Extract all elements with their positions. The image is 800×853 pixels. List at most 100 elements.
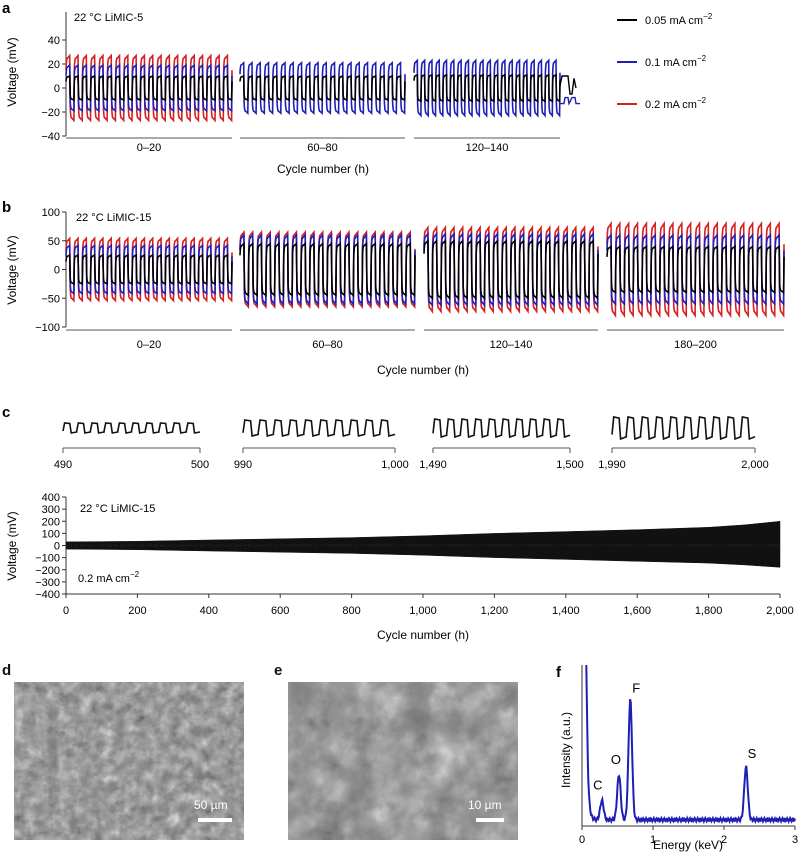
traces-a xyxy=(65,53,580,123)
peak-label-C: C xyxy=(593,778,602,793)
trace-a-0 xyxy=(65,63,233,113)
panel-c: c 490 500 990 1,000 1,490 1,500 1,990 2,000 22 … xyxy=(2,404,794,642)
xtick-label: 2,000 xyxy=(766,605,794,617)
legend-label-1: 0.1 mA cm−2 xyxy=(645,54,707,69)
peak-label-O: O xyxy=(611,752,621,767)
segment-label: 180–200 xyxy=(674,339,717,351)
xtick-label: 800 xyxy=(342,605,360,617)
panel-letter-c: c xyxy=(2,404,10,421)
legend: 0.05 mA cm−2 0.1 mA cm−2 0.2 mA cm−2 xyxy=(617,12,713,111)
inset-trace-3 xyxy=(611,416,756,441)
segment-axis-a: 0–20 60–80 120–140 xyxy=(66,137,560,154)
yticks-b: 100 50 0 −50 −100 xyxy=(35,207,66,334)
ytick-label: 100 xyxy=(42,207,60,219)
xticks-f: 0 1 2 3 xyxy=(579,826,798,846)
trace-a-2 xyxy=(413,73,561,103)
inset-end-label-1: 1,000 xyxy=(381,459,409,471)
xlabel-a: Cycle number (h) xyxy=(277,162,369,176)
panel-letter-b: b xyxy=(2,199,11,216)
segment-axis-b: 0–20 60–80 120–140 180–200 xyxy=(66,329,784,351)
legend-label-2: 0.2 mA cm−2 xyxy=(645,96,707,111)
ytick-label: 400 xyxy=(42,492,60,504)
annotation-a: 22 °C LiMIC-5 xyxy=(74,12,143,24)
scale-label-d: 50 µm xyxy=(194,798,228,812)
yticks-a: 40 20 0 −20 −40 xyxy=(41,35,66,143)
ytick-label: 50 xyxy=(48,236,60,248)
peak-label-S: S xyxy=(748,746,757,761)
xtick-label: 1,600 xyxy=(623,605,651,617)
ytick-label: 0 xyxy=(54,83,60,95)
segment-label: 0–20 xyxy=(137,142,161,154)
segment-label: 60–80 xyxy=(312,339,343,351)
annotation-b: 22 °C LiMIC-15 xyxy=(76,212,151,224)
inset-trace-2 xyxy=(432,418,571,439)
trace-a-tail xyxy=(559,75,577,95)
trace-b-3 xyxy=(606,244,785,295)
panel-letter-a: a xyxy=(2,0,11,17)
segment-label: 120–140 xyxy=(490,339,533,351)
inset-start-label-2: 1,490 xyxy=(419,459,447,471)
legend-label-0: 0.05 mA cm−2 xyxy=(645,12,713,27)
ytick-label: −40 xyxy=(41,131,60,143)
xtick-label: 600 xyxy=(271,605,289,617)
panel-f: f Intensity (a.u.) 0 1 2 3 CO F S Energy (keV… xyxy=(556,664,798,852)
ytick-label: 200 xyxy=(42,516,60,528)
inset-start-label-0: 490 xyxy=(54,459,72,471)
peak-label-F: F xyxy=(632,680,640,695)
ytick-label: 20 xyxy=(48,59,60,71)
inset-start-label-3: 1,990 xyxy=(598,459,626,471)
ylabel-b: Voltage (mV) xyxy=(5,235,19,304)
xtick-label: 0 xyxy=(63,605,69,617)
ytick-label: −300 xyxy=(35,577,60,589)
ylabel-a: Voltage (mV) xyxy=(5,37,19,106)
insets-c: 490 500 990 1,000 1,490 1,500 1,990 2,000 xyxy=(54,416,769,471)
xtick-label: 3 xyxy=(792,834,798,846)
xlabel-b: Cycle number (h) xyxy=(377,363,469,377)
trace-a-2 xyxy=(413,58,561,118)
xtick-label: 1,000 xyxy=(409,605,437,617)
long-cycling-oscillation xyxy=(65,544,781,547)
trace-b-1 xyxy=(239,241,416,298)
scale-bar-e xyxy=(476,818,504,822)
xtick-label: 1,400 xyxy=(552,605,580,617)
trace-a-1 xyxy=(239,74,406,102)
trace-b-0 xyxy=(65,253,233,286)
panel-letter-d: d xyxy=(2,662,12,679)
trace-b-2 xyxy=(423,238,599,301)
xtick-label: 1,200 xyxy=(481,605,509,617)
ytick-label: −100 xyxy=(35,322,60,334)
sem-image-e: 10 µm xyxy=(288,682,518,840)
sem-texture-d xyxy=(14,682,244,840)
inset-end-label-3: 2,000 xyxy=(741,459,769,471)
ytick-label: 300 xyxy=(42,504,60,516)
xlabel-f: Energy (keV) xyxy=(653,838,723,852)
ylabel-f: Intensity (a.u.) xyxy=(559,712,573,788)
inset-end-label-2: 1,500 xyxy=(556,459,584,471)
peak-labels: CO F S xyxy=(593,680,756,792)
ytick-label: −400 xyxy=(35,589,60,601)
segment-label: 60–80 xyxy=(307,142,338,154)
xlabel-c: Cycle number (h) xyxy=(377,628,469,642)
ytick-label: −50 xyxy=(41,293,60,305)
xtick-label: 1 xyxy=(650,834,656,846)
inset-trace-0 xyxy=(62,422,201,434)
ytick-label: −200 xyxy=(35,565,60,577)
trace-a-0 xyxy=(65,74,233,102)
xtick-label: 400 xyxy=(200,605,218,617)
xticks-c: 0 200 400 600 800 1,000 1,200 1,400 1,600 1,800 2,… xyxy=(63,594,794,617)
panel-a: a 22 °C LiMIC-5 Voltage (mV) 40 20 0 −20 −40… xyxy=(2,0,580,176)
scale-label-e: 10 µm xyxy=(468,798,502,812)
traces-b xyxy=(65,220,785,319)
trace-b-0 xyxy=(65,243,233,296)
ytick-label: −100 xyxy=(35,553,60,565)
annotation-c: 22 °C LiMIC-15 xyxy=(80,503,155,515)
ytick-label: 40 xyxy=(48,35,60,47)
segment-label: 120–140 xyxy=(466,142,509,154)
inset-end-label-0: 500 xyxy=(191,459,209,471)
xtick-label: 0 xyxy=(579,834,585,846)
panel-letter-e: e xyxy=(274,662,283,679)
panel-letter-f: f xyxy=(556,664,562,681)
panel-b: b 22 °C LiMIC-15 Voltage (mV) 100 50 0 −50 −… xyxy=(2,199,785,377)
